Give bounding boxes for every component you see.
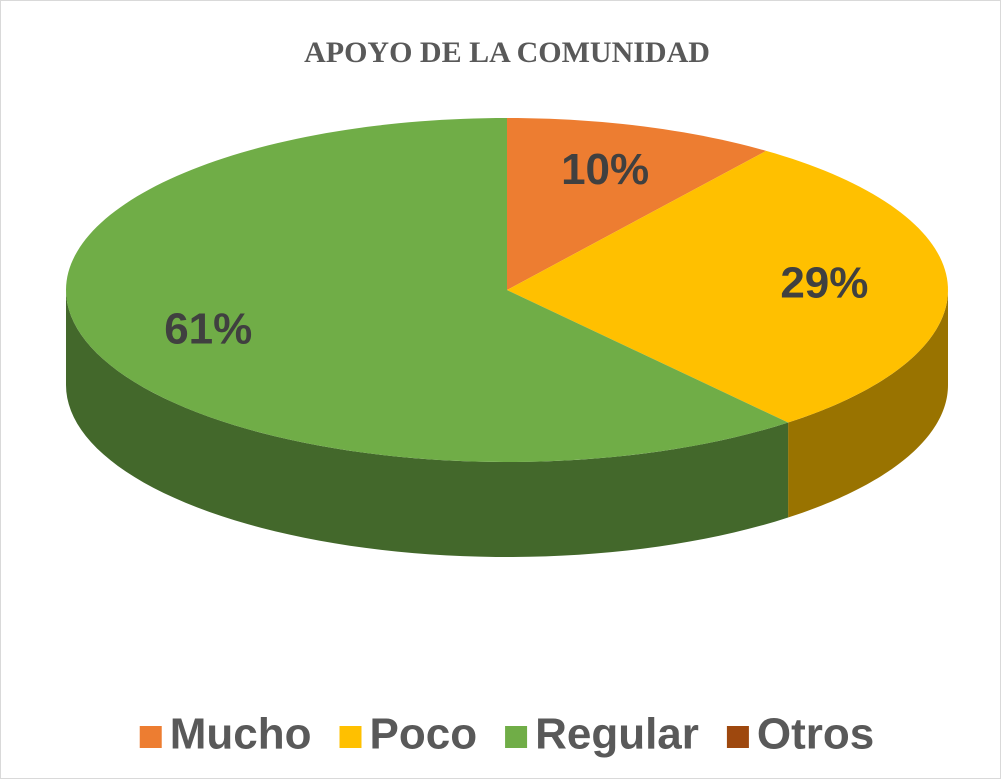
data-label: 61% — [164, 305, 252, 354]
legend-swatch — [726, 726, 749, 748]
data-label: 10% — [561, 145, 649, 194]
data-label: 29% — [780, 259, 868, 308]
pie-side — [66, 290, 789, 557]
pie-slice — [507, 118, 767, 290]
legend-label: Otros — [757, 710, 874, 759]
chart-title: APOYO DE LA COMUNIDAD — [304, 36, 710, 69]
legend-label: Poco — [370, 710, 478, 759]
legend-swatch — [139, 726, 162, 748]
pie-slice — [66, 118, 789, 462]
legend-swatch — [505, 726, 528, 748]
pie-side — [788, 290, 948, 518]
legend-label: Mucho — [170, 710, 312, 759]
legend-label: Regular — [535, 710, 699, 759]
pie-slice — [507, 150, 948, 423]
legend-swatch — [339, 726, 362, 748]
